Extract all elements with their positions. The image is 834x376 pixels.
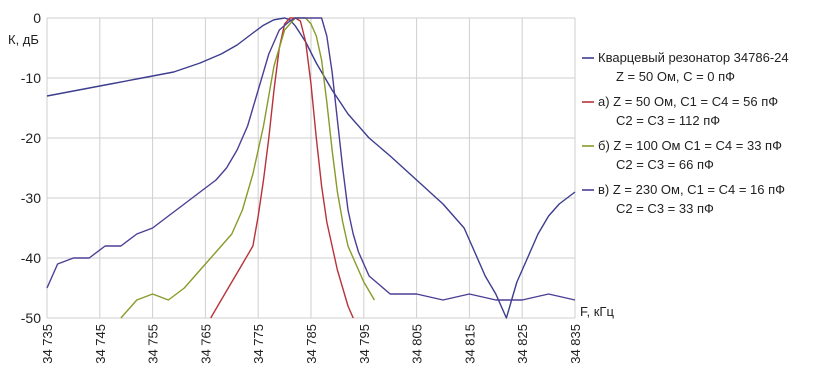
x-tick-label: 34 755: [146, 324, 161, 364]
series-line-0: [46, 17, 576, 319]
legend-entry-line2: С2 = С3 = 66 пФ: [616, 157, 714, 172]
series-line-1: [210, 17, 354, 319]
grid: [46, 17, 576, 319]
x-tick-label: 34 735: [40, 324, 55, 364]
y-tick-label: -50: [21, 310, 41, 326]
legend-entry: б) Z = 100 Ом С1 = С4 = 33 пФ: [598, 138, 782, 153]
x-tick-label: 34 815: [462, 324, 477, 364]
x-tick-label: 34 765: [198, 324, 213, 364]
legend-entry-line2: С2 = С3 = 112 пФ: [616, 113, 720, 128]
legend-entry: в) Z = 230 Ом, С1 = С4 = 16 пФ: [598, 182, 785, 197]
y-tick-labels: 0 -10 -20 -30 -40 -50: [21, 10, 41, 326]
x-tick-label: 34 805: [410, 324, 425, 364]
series-line-2: [120, 17, 376, 319]
x-tick-label: 34 745: [93, 324, 108, 364]
x-tick-labels: 34 735 34 745 34 755 34 765 34 775 34 785 34 7…: [40, 324, 583, 364]
legend: Кварцевый резонатор 34786-24 Z = 50 Ом, С…: [582, 50, 789, 216]
x-tick-label: 34 835: [568, 324, 583, 364]
y-axis-label: К, дБ: [8, 32, 39, 47]
series-line-3: [46, 17, 576, 301]
x-tick-label: 34 795: [357, 324, 372, 364]
x-tick-label: 34 825: [515, 324, 530, 364]
series-layer: [46, 17, 576, 319]
y-tick-label: -40: [21, 250, 41, 266]
legend-entry: а) Z = 50 Ом, С1 = С4 = 56 пФ: [598, 94, 778, 109]
legend-entry: Кварцевый резонатор 34786-24: [598, 50, 789, 65]
legend-entry-line2: Z = 50 Ом, С = 0 пФ: [616, 69, 735, 84]
y-tick-label: -20: [21, 130, 41, 146]
legend-entry-line2: С2 = С3 = 33 пФ: [616, 201, 714, 216]
y-tick-label: -10: [21, 70, 41, 86]
x-tick-label: 34 785: [304, 324, 319, 364]
y-tick-label: 0: [33, 10, 41, 26]
x-axis-label: F, кГц: [580, 304, 614, 319]
x-tick-label: 34 775: [251, 324, 266, 364]
y-tick-label: -30: [21, 190, 41, 206]
